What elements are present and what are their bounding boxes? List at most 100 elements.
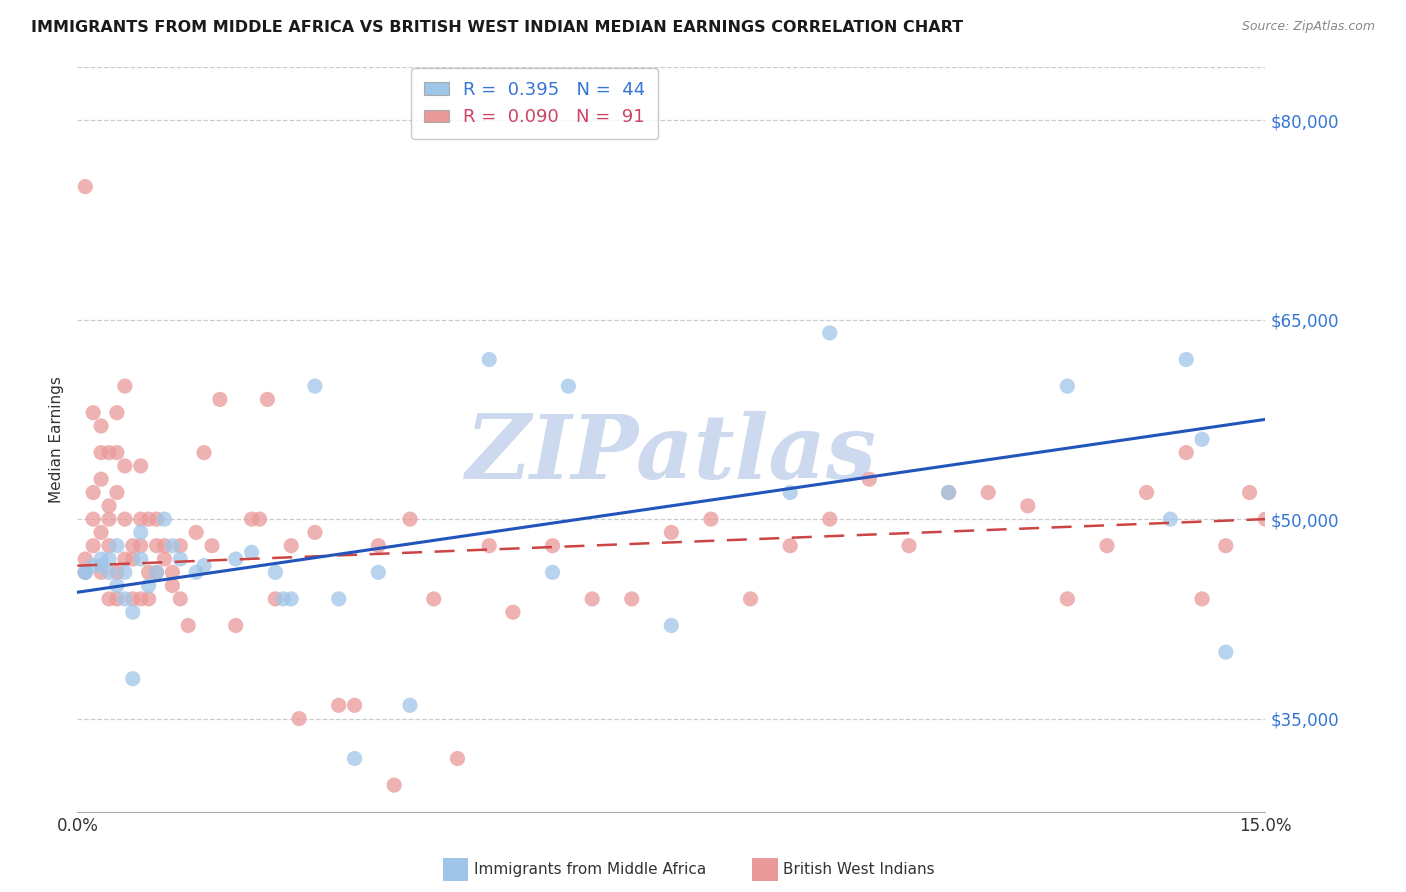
Point bbox=[201, 539, 224, 553]
Point bbox=[121, 672, 143, 686]
Point bbox=[193, 445, 215, 459]
Point bbox=[153, 512, 176, 526]
Point bbox=[129, 552, 152, 566]
Point bbox=[1270, 539, 1292, 553]
Point bbox=[177, 618, 200, 632]
Point bbox=[138, 566, 160, 580]
Point bbox=[818, 512, 841, 526]
Point bbox=[82, 512, 104, 526]
Point bbox=[129, 458, 152, 473]
Point bbox=[82, 406, 104, 420]
Point bbox=[98, 591, 121, 606]
Point bbox=[114, 566, 136, 580]
Point bbox=[423, 591, 446, 606]
Point bbox=[382, 778, 405, 792]
Point bbox=[98, 499, 121, 513]
Point bbox=[1175, 352, 1198, 367]
Point bbox=[114, 458, 136, 473]
Point bbox=[280, 591, 302, 606]
Point bbox=[367, 566, 389, 580]
Point bbox=[208, 392, 231, 407]
Point bbox=[121, 591, 143, 606]
Point bbox=[114, 552, 136, 566]
Point bbox=[1215, 645, 1237, 659]
Point bbox=[98, 552, 121, 566]
Point bbox=[1294, 672, 1316, 686]
Point bbox=[169, 591, 191, 606]
Point bbox=[186, 566, 208, 580]
Point bbox=[225, 618, 247, 632]
Point bbox=[740, 591, 762, 606]
Point bbox=[169, 539, 191, 553]
Point bbox=[98, 512, 121, 526]
Point bbox=[121, 552, 143, 566]
Point bbox=[1095, 539, 1118, 553]
Text: Immigrants from Middle Africa: Immigrants from Middle Africa bbox=[474, 863, 706, 877]
Point bbox=[264, 566, 287, 580]
Point bbox=[271, 591, 294, 606]
Point bbox=[661, 618, 683, 632]
Point bbox=[90, 552, 112, 566]
Point bbox=[343, 698, 366, 713]
Point bbox=[304, 525, 326, 540]
Point bbox=[145, 566, 167, 580]
Point bbox=[661, 525, 683, 540]
Point bbox=[249, 512, 271, 526]
Point bbox=[82, 558, 104, 573]
Point bbox=[256, 392, 278, 407]
Point bbox=[938, 485, 960, 500]
Point bbox=[75, 566, 97, 580]
Point bbox=[153, 539, 176, 553]
Point bbox=[1254, 512, 1277, 526]
Point bbox=[240, 545, 263, 559]
Point bbox=[328, 698, 350, 713]
Point bbox=[193, 558, 215, 573]
Point bbox=[478, 352, 501, 367]
Point bbox=[75, 566, 97, 580]
Point bbox=[105, 579, 128, 593]
Point bbox=[280, 539, 302, 553]
Point bbox=[1175, 445, 1198, 459]
Point bbox=[502, 605, 524, 619]
Point bbox=[1239, 485, 1261, 500]
Point bbox=[478, 539, 501, 553]
Text: British West Indians: British West Indians bbox=[783, 863, 935, 877]
Point bbox=[138, 579, 160, 593]
Point bbox=[129, 525, 152, 540]
Point bbox=[1278, 552, 1301, 566]
Point bbox=[1191, 591, 1213, 606]
Point bbox=[343, 751, 366, 765]
Point bbox=[121, 605, 143, 619]
Point bbox=[1191, 432, 1213, 446]
Legend: R =  0.395   N =  44, R =  0.090   N =  91: R = 0.395 N = 44, R = 0.090 N = 91 bbox=[411, 69, 658, 139]
Point bbox=[186, 525, 208, 540]
Point bbox=[90, 566, 112, 580]
Point bbox=[1056, 591, 1078, 606]
Point bbox=[446, 751, 468, 765]
Point bbox=[105, 406, 128, 420]
Point bbox=[541, 566, 564, 580]
Point bbox=[1056, 379, 1078, 393]
Point bbox=[82, 539, 104, 553]
Point bbox=[105, 566, 128, 580]
Point bbox=[1159, 512, 1181, 526]
Point bbox=[700, 512, 723, 526]
Point bbox=[1215, 539, 1237, 553]
Point bbox=[145, 512, 167, 526]
Point bbox=[898, 539, 921, 553]
Point bbox=[169, 552, 191, 566]
Point bbox=[779, 539, 801, 553]
Point bbox=[399, 512, 422, 526]
Point bbox=[264, 591, 287, 606]
Point bbox=[90, 525, 112, 540]
Point bbox=[121, 539, 143, 553]
Point bbox=[114, 379, 136, 393]
Point bbox=[129, 539, 152, 553]
Point bbox=[225, 552, 247, 566]
Point bbox=[138, 591, 160, 606]
Point bbox=[145, 539, 167, 553]
Point bbox=[145, 566, 167, 580]
Point bbox=[90, 472, 112, 486]
Point bbox=[240, 512, 263, 526]
Point bbox=[129, 512, 152, 526]
